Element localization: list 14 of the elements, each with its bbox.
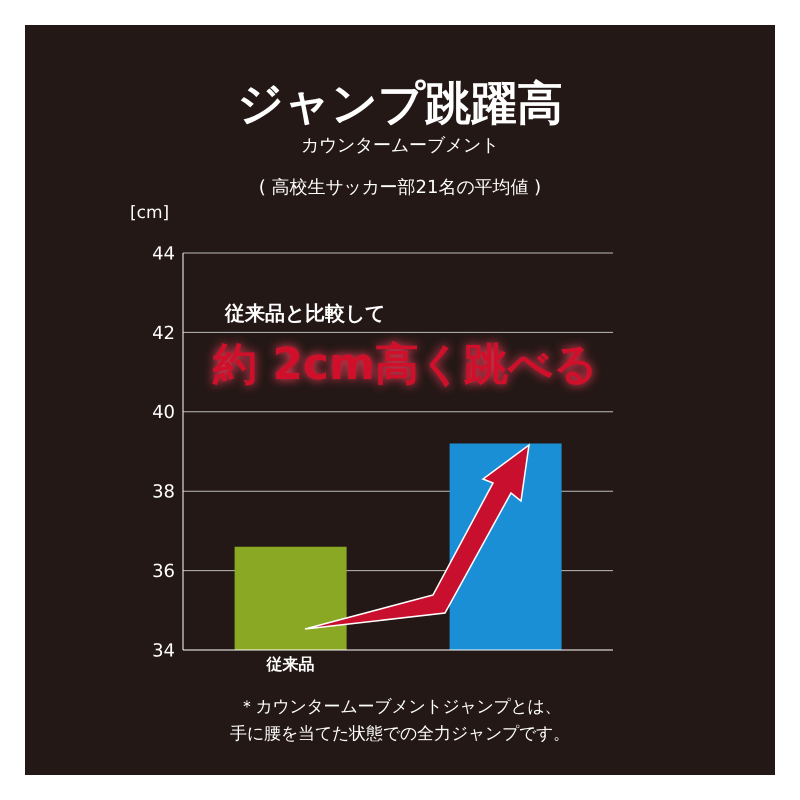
y-tick-label: 38 [152,482,175,503]
chart-subtitle: カウンタームーブメント ( 高校生サッカー部21名の平均値 ) [258,134,542,199]
annotation: 約 2cm高く跳べる [205,335,606,394]
y-tick-label: 36 [152,560,175,582]
y-tick-label: 42 [152,322,175,344]
y-tick-label: 44 [152,243,175,264]
y-tick-label: 34 [152,640,175,662]
text: 手に腰を当てた状態での全力ジャンプです。 [229,723,571,745]
y-tick-label: 40 [152,402,175,424]
chart-title: ジャンプ跳躍高 [236,75,564,132]
text: ＊カウンタームーブメントジャンプとは、 [238,696,562,718]
y-axis-title: [cm] [130,203,170,223]
annotation: 従来品と比較して [215,300,395,327]
x-tick-label: 従来品 [266,654,314,674]
